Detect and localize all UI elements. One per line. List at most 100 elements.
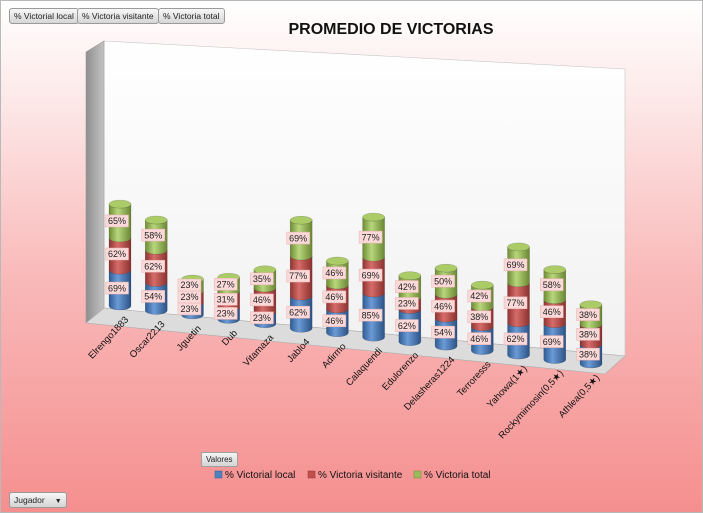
data-label-box — [177, 278, 202, 292]
data-label-box — [213, 278, 238, 291]
data-label-total-delasheras1224: 50% — [434, 276, 452, 286]
data-label-local-oscar2213: 54% — [144, 292, 162, 302]
data-label-visitante-edulorenzo: 23% — [398, 299, 416, 309]
data-label-total-rockymimosin-0-5: 58% — [543, 280, 561, 290]
data-label-box — [431, 274, 455, 288]
data-label-box — [322, 314, 347, 328]
data-label-visitante-calaquendi: 69% — [362, 270, 380, 280]
data-label-box — [576, 347, 600, 361]
data-label-visitante-athlea-0-5: 38% — [579, 330, 597, 340]
data-label-box — [540, 335, 564, 348]
data-label-total-calaquendi: 77% — [362, 232, 380, 242]
data-label-box — [395, 297, 419, 310]
category-label-calaquendi: Calaquendi — [344, 346, 385, 389]
data-label-total-jablo4: 69% — [289, 233, 307, 243]
legend: % Victorial local % Victoria visitante %… — [214, 470, 491, 481]
data-label-local-edulorenzo: 62% — [398, 321, 416, 331]
data-label-box — [286, 305, 310, 319]
data-label-box — [105, 281, 129, 295]
data-label-box — [431, 299, 455, 313]
floor — [85, 307, 626, 375]
category-label-athlea-0-5: Athlea(0,5★) — [557, 373, 603, 421]
bar-top-calaquendi — [362, 212, 385, 222]
data-label-visitante-adirmo: 46% — [325, 292, 343, 302]
data-label-total-yahowa-1: 69% — [507, 260, 525, 270]
data-label-local-delasheras1224: 54% — [434, 327, 452, 337]
data-label-local-rockymimosin-0-5: 69% — [543, 337, 561, 347]
data-label-box — [286, 269, 310, 283]
data-label-total-elrengo1883: 65% — [108, 216, 126, 226]
bar-top-elrengo1883 — [108, 199, 132, 209]
jugador-filter-label: Jugador — [14, 495, 45, 505]
bar-top-yahowa-1 — [507, 242, 530, 252]
bar-top-terroresss — [471, 280, 494, 290]
side-wall — [85, 40, 105, 324]
data-label-box — [467, 332, 492, 345]
data-label-total-edulorenzo: 42% — [398, 282, 416, 292]
bar-top-rockymimosin-0-5 — [543, 265, 567, 274]
data-label-box — [540, 278, 564, 291]
jugador-filter-dropdown[interactable]: Jugador ▼ — [9, 492, 67, 508]
legend-swatch-visitante — [307, 470, 316, 479]
data-label-box — [395, 280, 419, 293]
data-label-box — [503, 258, 528, 272]
data-label-local-vitamaza: 23% — [253, 313, 271, 323]
data-label-local-yahowa-1: 62% — [507, 334, 525, 344]
category-label-terroresss: Terroresss — [455, 359, 493, 399]
legend-label-visitante: % Victoria visitante — [318, 470, 403, 481]
bar-top-adirmo — [326, 256, 349, 266]
data-label-total-terroresss: 42% — [470, 291, 488, 301]
data-label-box — [503, 296, 528, 310]
data-label-local-dub: 23% — [217, 309, 235, 319]
data-label-visitante-yahowa-1: 77% — [507, 298, 525, 308]
data-label-local-adirmo: 46% — [325, 316, 343, 326]
data-label-box — [213, 293, 238, 306]
data-label-box — [358, 308, 383, 322]
data-label-total-athlea-0-5: 38% — [579, 310, 597, 320]
data-label-box — [395, 319, 419, 332]
data-label-total-dub: 27% — [217, 279, 235, 289]
data-label-box — [141, 290, 165, 303]
data-label-box — [105, 247, 129, 261]
data-label-box — [467, 310, 492, 324]
category-label-yahowa-1: Yahowa(1★) — [485, 364, 530, 411]
data-label-visitante-elrengo1883: 62% — [108, 249, 126, 259]
data-label-box — [540, 305, 564, 318]
data-label-local-jablo4: 62% — [289, 307, 307, 317]
data-label-total-adirmo: 46% — [325, 268, 343, 278]
data-label-box — [358, 268, 383, 282]
data-label-box — [250, 311, 274, 325]
bar-top-oscar2213 — [144, 215, 168, 225]
values-field-button[interactable]: Valores — [201, 452, 238, 467]
chart-title: PROMEDIO DE VICTORIAS — [288, 21, 493, 38]
data-label-visitante-terroresss: 38% — [470, 312, 488, 322]
data-label-local-athlea-0-5: 38% — [579, 349, 597, 359]
data-label-box — [467, 289, 492, 303]
segment-labels-layer: 69% 62% 65% 54% 62% 58% 23% 23% 23% 23% 31% 27% 23% 4… — [105, 214, 600, 361]
data-label-box — [141, 260, 165, 273]
data-label-total-vitamaza: 35% — [253, 274, 271, 284]
data-label-box — [250, 293, 274, 307]
legend-swatch-total — [413, 470, 422, 479]
legend-swatch-local — [214, 470, 223, 479]
data-label-local-terroresss: 46% — [470, 334, 488, 344]
data-label-visitante-rockymimosin-0-5: 46% — [543, 307, 561, 317]
bar-top-vitamaza — [253, 265, 277, 275]
data-label-box — [503, 332, 528, 346]
data-label-box — [141, 228, 165, 242]
data-label-visitante-oscar2213: 62% — [144, 261, 162, 271]
data-label-box — [213, 307, 238, 320]
data-label-visitante-vitamaza: 46% — [253, 295, 271, 305]
data-label-local-jguetin: 23% — [180, 304, 198, 314]
data-label-total-oscar2213: 58% — [144, 230, 162, 240]
bar-top-jablo4 — [289, 215, 313, 225]
field-button-victoria-total[interactable]: % Victoria total — [158, 8, 225, 24]
category-label-edulorenzo: Edulorenzo — [380, 350, 421, 393]
data-label-visitante-dub: 31% — [217, 295, 235, 305]
bar-top-athlea-0-5 — [579, 300, 603, 309]
bar-top-delasheras1224 — [434, 263, 458, 273]
legend-label-total: % Victoria total — [424, 470, 491, 481]
data-label-visitante-delasheras1224: 46% — [434, 301, 452, 311]
